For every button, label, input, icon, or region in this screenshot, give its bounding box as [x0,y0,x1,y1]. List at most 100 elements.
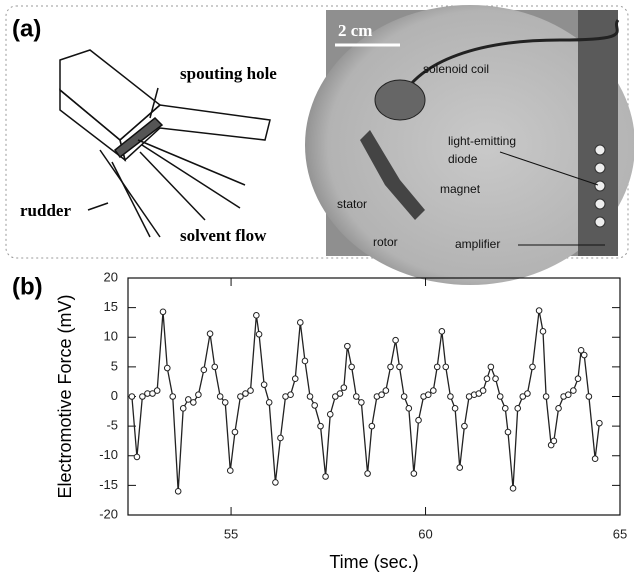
data-point [392,336,399,344]
data-point [133,453,141,461]
data-point [149,390,156,397]
data-point [211,363,219,371]
data-point [591,455,599,463]
photo-coil [374,79,426,121]
data-point [410,470,418,477]
data-point [496,393,504,400]
data-point [539,328,547,335]
y-tick-label: -20 [99,506,118,521]
data-point [387,363,394,371]
data-point [348,363,355,371]
photo-label: diode [448,152,478,166]
data-point [340,384,348,391]
data-point [585,393,593,400]
data-point [169,393,177,400]
data-point [524,390,531,397]
panel-label: (b) [12,273,43,300]
data-point [128,393,136,400]
data-point [353,393,360,400]
data-point [424,391,432,399]
x-tick-label: 55 [224,526,238,541]
data-point [242,390,249,397]
data-point [514,405,522,412]
data-point [378,391,385,399]
y-tick-label: -10 [99,447,118,462]
data-point [492,375,499,383]
panel-label: (a) [12,15,41,42]
data-line [131,310,601,492]
data-point [206,330,214,337]
data-point [487,363,495,371]
y-axis-label: Electromotive Force (mV) [55,294,75,498]
spouting-hole-label: spouting hole [180,64,277,83]
y-tick-label: 20 [104,269,118,284]
photo-label: amplifier [455,237,500,251]
data-point [311,402,318,409]
photo-wire [398,19,620,101]
data-point [322,473,329,480]
data-point [326,410,334,418]
data-point [255,330,263,338]
y-tick-label: 5 [111,358,118,373]
data-point [442,363,450,371]
data-point [317,422,324,430]
data-point [237,393,244,400]
data-point [456,464,464,471]
data-point [396,363,403,371]
data-point [382,387,390,394]
data-point [195,391,202,399]
photo-dish [305,5,634,285]
photo-board [578,10,618,256]
rudder-label: rudder [20,201,71,220]
data-point [291,375,299,383]
photo-leds [594,144,606,228]
data-point [163,364,171,372]
photo-label: solenoid coil [423,62,489,76]
data-point [231,428,239,436]
data-point [504,428,512,436]
photo-label: stator [337,197,367,211]
data-point [184,396,192,403]
data-point [277,434,284,442]
data-point [174,488,182,495]
data-point [580,351,588,359]
data-point [574,375,582,383]
data-point [415,416,422,424]
data-point [139,393,146,400]
data-point [433,363,441,371]
x-tick-label: 60 [418,526,432,541]
data-point [153,387,161,394]
data-point [438,328,446,335]
data-point [368,422,376,430]
data-point [190,399,197,406]
data-point [542,393,550,400]
data-point [287,391,294,399]
y-tick-label: -5 [106,418,118,433]
photo-label: rotor [373,235,398,249]
data-point [306,393,314,400]
data-point [461,422,468,430]
data-point [596,419,603,427]
data-point [344,342,351,350]
data-point [555,405,562,412]
photo-pointer [499,151,599,186]
data-point [447,393,454,400]
x-axis-label: Time (sec.) [329,552,418,572]
data-point [332,393,339,400]
data-point [519,393,527,400]
data-point [535,307,543,314]
data-point [529,363,536,371]
y-tick-label: 15 [104,299,118,314]
photo-label: magnet [440,182,481,196]
x-tick-label: 65 [613,526,627,541]
data-point [550,437,558,445]
data-point [272,479,279,486]
data-point [358,399,365,406]
chart: -20 -15 -10 -5 0 5 10 15 20 55 60 65 Time (sec.) Elec… [55,269,627,571]
data-point [430,387,437,394]
data-point [564,391,572,399]
data-point [179,405,187,412]
data-point [509,485,517,492]
